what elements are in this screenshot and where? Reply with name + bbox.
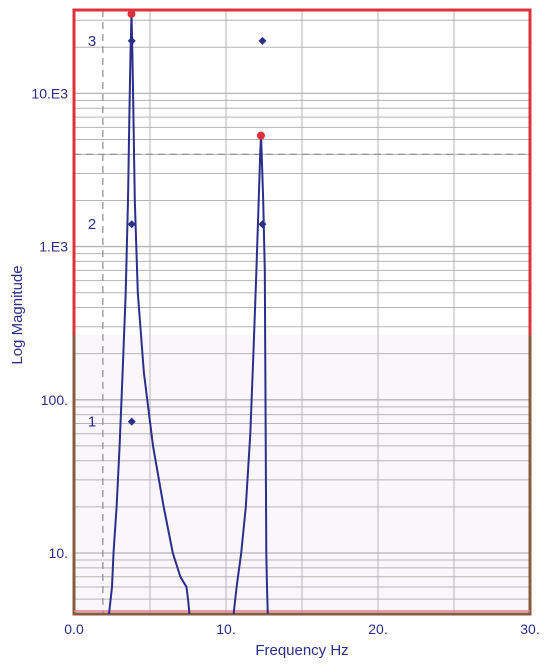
y-tick-label: 100. — [41, 392, 68, 408]
series-line-2 — [232, 134, 269, 615]
x-tick-label: 30. — [520, 621, 539, 637]
x-tick-label: 10. — [216, 621, 235, 637]
reference-lines — [74, 10, 530, 614]
y-tick-label: 10. — [49, 545, 68, 561]
marker-diamond-1-1 — [127, 417, 136, 426]
y-tick-label: 1.E3 — [39, 239, 68, 255]
series — [108, 9, 269, 615]
y-tick-label: 10.E3 — [31, 85, 68, 101]
marker-label-1: 1 — [88, 414, 96, 431]
marker-diamond-2-2 — [258, 220, 267, 229]
marker-diamond-2-1 — [127, 220, 136, 229]
peak-point-2 — [256, 131, 265, 140]
x-tick-label: 20. — [368, 621, 387, 637]
plot-frame — [72, 8, 532, 616]
tick-labels: 0.0 10. 20. 30. 10. 100. 1.E3 10.E3 — [31, 85, 539, 637]
grid — [74, 10, 530, 615]
y-axis-title: Log Magnitude — [9, 265, 26, 364]
series-line-1 — [108, 12, 191, 615]
peak-point-1 — [127, 9, 136, 18]
marker-label-3: 3 — [88, 33, 96, 50]
marker-label-2: 2 — [88, 216, 96, 233]
marker-diamond-3-2 — [258, 36, 267, 45]
markers: 3 2 1 — [88, 33, 267, 431]
plot-frame-bottom — [72, 335, 532, 616]
marker-diamond-3-1 — [127, 36, 136, 45]
x-tick-label: 0.0 — [64, 621, 84, 637]
x-axis-title: Frequency Hz — [255, 642, 348, 659]
plot-frame-top — [72, 8, 532, 335]
